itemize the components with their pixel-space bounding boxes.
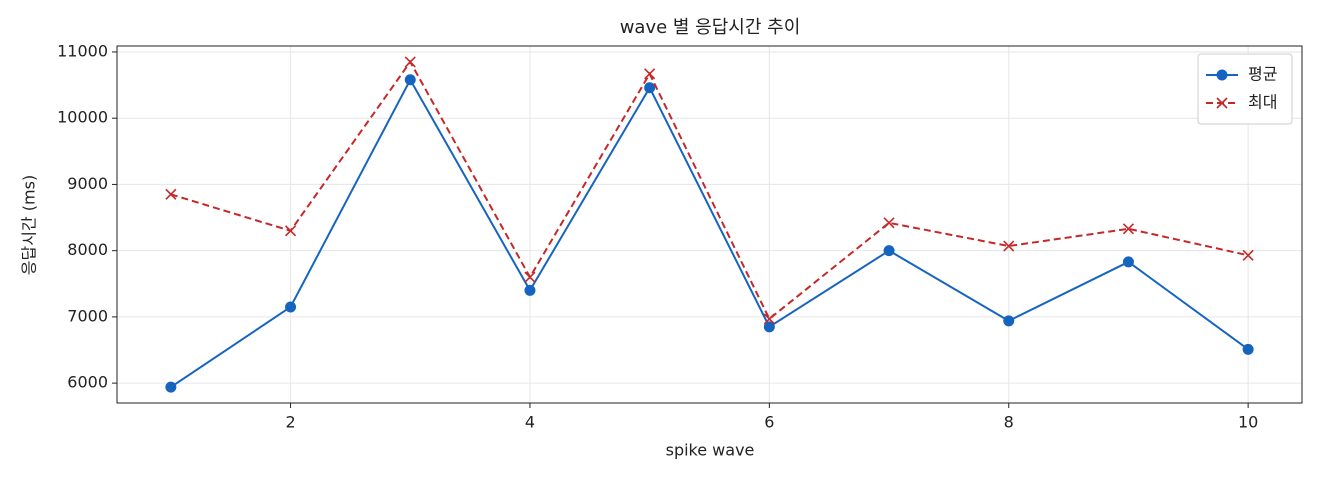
marker xyxy=(883,245,895,257)
legend-label: 평균 xyxy=(1248,65,1277,84)
y-axis-label: 응답시간 (ms) xyxy=(20,175,39,275)
y-tick-label: 10000 xyxy=(57,108,108,127)
marker xyxy=(883,217,895,229)
legend-box xyxy=(1197,53,1293,125)
plot-frame xyxy=(116,45,1303,404)
y-tick-label: 7000 xyxy=(67,306,108,325)
y-tick-label: 8000 xyxy=(67,240,108,259)
marker xyxy=(644,82,656,94)
y-tick-label: 9000 xyxy=(67,174,108,193)
marker xyxy=(285,301,297,313)
series-line xyxy=(170,60,1249,321)
marker xyxy=(644,68,656,80)
marker xyxy=(524,284,536,296)
x-axis-label: spike wave xyxy=(666,441,755,460)
marker xyxy=(1242,249,1254,261)
x-tick-label: 4 xyxy=(525,413,535,432)
marker xyxy=(404,56,416,68)
marker xyxy=(524,271,536,283)
x-tick-label: 8 xyxy=(1004,413,1014,432)
marker xyxy=(1216,69,1228,81)
marker xyxy=(1122,223,1135,235)
series-line xyxy=(170,77,1249,388)
legend-label: 최대 xyxy=(1248,93,1277,112)
marker xyxy=(763,321,775,333)
marker xyxy=(1216,97,1228,109)
x-tick-label: 10 xyxy=(1238,413,1258,432)
chart-title: wave 별 응답시간 추이 xyxy=(620,17,801,38)
marker xyxy=(165,381,177,393)
marker xyxy=(284,225,297,237)
marker xyxy=(763,313,775,325)
marker xyxy=(1242,343,1254,355)
y-tick-label: 6000 xyxy=(67,373,108,392)
marker xyxy=(1003,240,1015,252)
marker xyxy=(404,74,416,86)
x-tick-label: 6 xyxy=(764,413,774,432)
x-tick-label: 2 xyxy=(285,413,295,432)
y-tick-label: 11000 xyxy=(57,41,108,60)
marker xyxy=(1003,315,1015,327)
marker xyxy=(1122,256,1134,268)
marker xyxy=(165,188,177,200)
